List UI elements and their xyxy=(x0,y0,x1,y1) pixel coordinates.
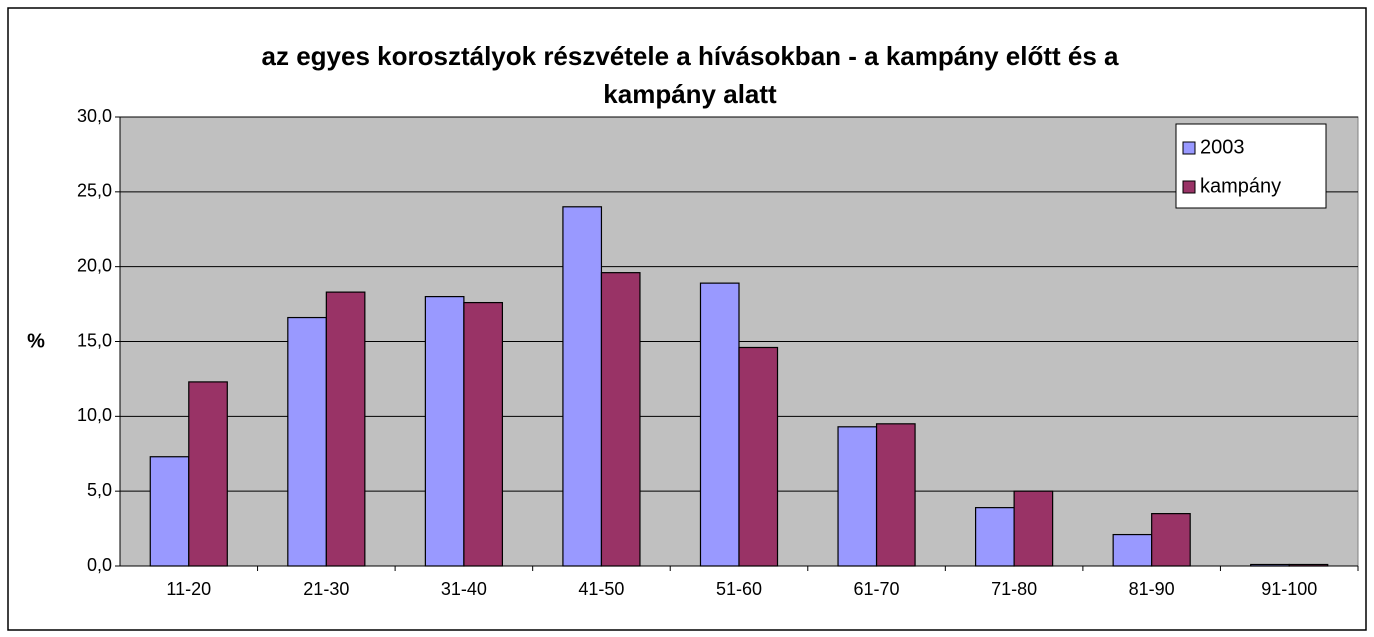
bar xyxy=(738,346,779,567)
x-tick-label: 81-90 xyxy=(1129,579,1175,599)
bar xyxy=(1288,563,1329,567)
legend-label: kampány xyxy=(1200,175,1281,197)
legend-swatch xyxy=(1182,180,1196,194)
y-tick-label: 10,0 xyxy=(77,405,112,425)
x-tick-label: 21-30 xyxy=(303,579,349,599)
title-line: kampány alatt xyxy=(603,79,777,109)
bar xyxy=(1151,513,1191,567)
y-tick-label: 30,0 xyxy=(77,106,112,126)
y-tick-label: 5,0 xyxy=(87,480,112,500)
legend-box xyxy=(1175,123,1327,209)
y-tick-label: 0,0 xyxy=(87,555,112,575)
bar xyxy=(424,296,465,567)
x-tick-label: 31-40 xyxy=(441,579,487,599)
bar xyxy=(699,282,740,567)
bar xyxy=(1013,490,1054,567)
bar xyxy=(837,426,878,567)
chart-title: az egyes korosztályok részvétele a hívás… xyxy=(262,41,1119,109)
legend-swatch xyxy=(1182,141,1196,155)
bar xyxy=(188,381,228,567)
bar xyxy=(1112,533,1153,567)
bar xyxy=(875,423,916,567)
bar xyxy=(562,206,603,567)
y-axis-label: % xyxy=(27,330,45,352)
bar xyxy=(600,272,641,567)
x-tick-label: 61-70 xyxy=(854,579,900,599)
y-tick-label: 20,0 xyxy=(77,255,112,275)
x-tick-label: 11-20 xyxy=(166,579,211,599)
bar xyxy=(325,291,366,567)
bar xyxy=(974,507,1015,567)
y-tick-label: 25,0 xyxy=(77,181,112,201)
x-tick-label: 71-80 xyxy=(991,579,1037,599)
x-tick-label: 91-100 xyxy=(1261,579,1317,599)
x-tick-label: 51-60 xyxy=(716,579,762,599)
bar xyxy=(287,316,327,567)
y-tick-label: 15,0 xyxy=(77,330,112,350)
bar xyxy=(1250,563,1290,567)
bar xyxy=(463,301,504,567)
x-tick-label: 41-50 xyxy=(578,579,624,599)
bar xyxy=(149,456,190,567)
legend-label: 2003 xyxy=(1200,136,1245,158)
title-line: az egyes korosztályok részvétele a hívás… xyxy=(262,41,1119,71)
